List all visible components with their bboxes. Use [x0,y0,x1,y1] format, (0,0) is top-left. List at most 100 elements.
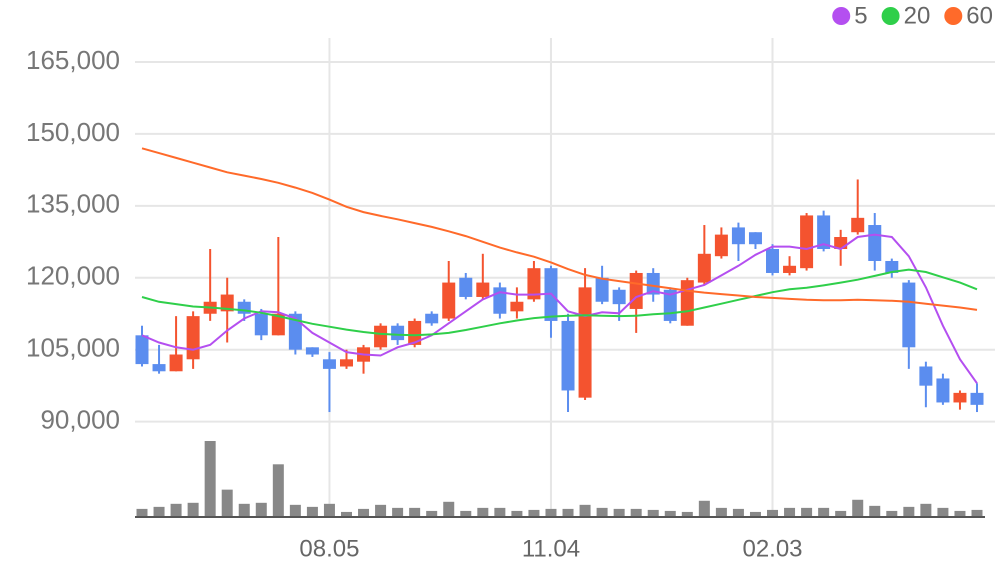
legend-marker [832,7,851,25]
candle-body [680,280,694,326]
candle-body [612,289,626,305]
x-tick-label: 11.04 [522,535,580,562]
volume-bar [749,511,761,517]
volume-bar [494,507,506,517]
volume-bar [920,503,932,517]
volume-bar [392,507,404,517]
candle-body [851,217,865,233]
volume-bar [732,508,744,517]
volume-bar [596,507,608,517]
volume-bar [358,508,370,517]
volume-bar [613,508,625,517]
candle-body [970,392,984,405]
candle-body [714,234,728,257]
volume-bar [698,500,710,517]
candle-body [748,232,762,245]
volume-bar [954,510,966,517]
ma-line [141,233,978,384]
volume-bar [443,501,455,517]
legend-marker [881,7,900,25]
volume-bar [528,509,540,517]
candle-body [919,366,933,386]
volume-bar [340,511,352,517]
volume-bar [238,503,250,517]
candle-body [595,277,609,302]
candle-body [766,249,780,273]
volume-bar [852,499,864,517]
candle-body [868,225,882,261]
candle-body [271,313,285,336]
legend-label: 60 [966,2,993,29]
candle-body [629,272,643,309]
candle-body [391,325,405,341]
y-tick-label: 120,000 [26,261,120,291]
volume-bar [937,507,949,517]
candle-body [442,282,456,319]
volume-bar [664,510,676,517]
candle-body [731,227,745,245]
volume-bar [767,509,779,517]
volume-bar [545,508,557,517]
candle-body [697,253,711,283]
volume-bar [818,507,830,517]
volume-bar [323,503,335,517]
volume-bar [562,508,574,517]
candle-body [186,316,200,360]
candle-body [408,320,422,345]
candle-body [578,287,592,398]
candle-body [561,320,575,391]
y-tick-label: 90,000 [40,405,120,435]
volume-bar [255,502,267,517]
candle-body [646,272,660,295]
volume-bar [869,505,881,517]
candle-body [885,260,899,273]
candle-body [374,325,388,348]
candle-body [169,354,183,372]
candle-body [783,265,797,273]
volume-bar [630,508,642,517]
y-tick-label: 165,000 [26,45,120,75]
legend-label: 20 [904,2,931,29]
legend-label: 5 [854,2,867,29]
candle-body [254,313,268,336]
volume-bar [289,504,301,517]
volume-bar [306,506,318,517]
candle-body [953,392,967,403]
volume-bar [647,509,659,517]
volume-bar [136,508,148,517]
volume-bar [170,503,182,517]
candle-body [902,282,916,348]
volume-bar [715,507,727,517]
volume-bar [886,510,898,517]
candle-body [152,364,166,372]
y-tick-label: 150,000 [26,117,120,147]
volume-bar [187,502,199,517]
y-tick-label: 135,000 [26,189,120,219]
volume-bar [801,507,813,517]
candle-body [527,268,541,300]
ma-line [141,147,978,311]
x-tick-label: 02.03 [742,535,802,562]
candle-body [817,215,831,249]
volume-bar [579,504,591,517]
volume-bar [903,506,915,517]
volume-bar [681,511,693,517]
candle-body [220,294,234,312]
volume-bar [221,489,233,517]
y-tick-label: 105,000 [26,333,120,363]
candle-body [834,237,848,249]
candle-body [288,313,302,350]
volume-bar [971,509,983,517]
volume-bar [204,441,216,517]
candle-body [459,277,473,297]
candle-body [425,313,439,324]
volume-bar [511,510,523,517]
volume-bar [477,507,489,517]
candle-body [305,347,319,355]
ma-line [141,268,978,337]
candle-body [135,335,149,365]
legend-marker [944,7,963,25]
volume-bar [409,507,421,517]
volume-bar [460,510,472,517]
